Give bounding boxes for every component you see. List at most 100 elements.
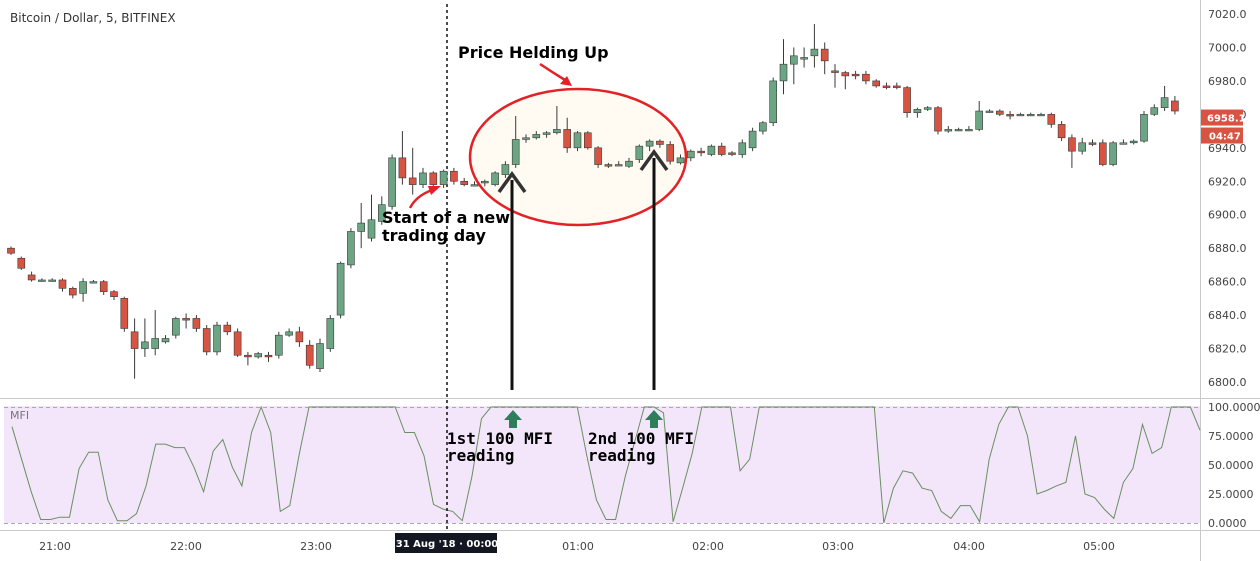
candle-body	[408, 177, 417, 185]
candle	[130, 318, 139, 379]
candle	[254, 351, 262, 359]
candle	[38, 278, 46, 282]
candle	[831, 64, 839, 88]
candle-body	[820, 48, 829, 62]
annotation-arrowhead	[560, 76, 572, 86]
candle	[1119, 139, 1128, 145]
candle-body	[728, 152, 736, 155]
last-price-badge	[1201, 109, 1243, 126]
candle-body	[58, 279, 67, 289]
candle	[965, 126, 973, 132]
candle-body	[872, 80, 881, 87]
candle	[202, 325, 211, 356]
time-tick-label: 31 Aug '18 · 00:00	[396, 539, 499, 550]
price-tick-label: 6880.0	[1208, 242, 1247, 255]
candle-body	[110, 291, 118, 297]
candle	[223, 321, 232, 336]
chart-title: Bitcoin / Dollar, 5, BITFINEX	[10, 11, 176, 25]
mfi-tick-label: 0.0000	[1208, 517, 1247, 530]
candle	[934, 106, 942, 135]
candle	[1109, 141, 1117, 167]
candle	[635, 144, 644, 163]
candle	[501, 161, 510, 178]
countdown-value: 04:47	[1209, 132, 1241, 143]
candle	[1099, 139, 1107, 167]
candle-body	[707, 145, 716, 155]
candle	[923, 106, 932, 112]
candle-body	[244, 354, 252, 358]
mfi-tick-label: 75.0000	[1208, 430, 1254, 443]
candle-body	[676, 157, 685, 164]
candle-body	[388, 157, 396, 207]
candle	[645, 139, 654, 152]
candle	[1150, 104, 1159, 117]
candle	[213, 321, 221, 356]
candle-body	[120, 298, 129, 329]
mfi-tick-label: 50.0000	[1208, 459, 1254, 472]
mfi-pane	[11, 405, 1201, 524]
new-day-arrow	[408, 188, 433, 209]
candle	[666, 141, 675, 165]
candle-body	[738, 142, 747, 155]
candle-body	[583, 132, 592, 149]
candle	[17, 256, 26, 270]
time-tick-label: 05:00	[1083, 540, 1115, 553]
candle	[820, 42, 829, 75]
candle-body	[862, 73, 870, 82]
candle	[769, 77, 778, 127]
candle-body	[17, 257, 26, 269]
candle	[542, 131, 551, 138]
candle-body	[367, 219, 376, 239]
mfi-tick-label: 25.0000	[1208, 488, 1254, 501]
candle-body	[594, 147, 602, 165]
candle-body	[851, 73, 860, 77]
candle	[1047, 112, 1056, 128]
candle	[79, 278, 87, 302]
candle-body	[965, 129, 973, 132]
candle-body	[1109, 142, 1117, 165]
candle-body	[274, 334, 283, 356]
candle-body	[944, 129, 953, 132]
candle-body	[686, 150, 695, 159]
candle	[141, 318, 149, 357]
candle	[450, 167, 458, 185]
candle-body	[491, 172, 499, 185]
candle-body	[470, 184, 479, 187]
candle-body	[759, 122, 767, 132]
mfi-signal-marker	[645, 410, 663, 428]
candle	[408, 147, 417, 195]
candle	[522, 134, 530, 143]
candle-body	[1150, 107, 1159, 115]
candle-body	[717, 145, 726, 155]
candle-body	[1078, 142, 1086, 152]
price-tick-label: 7000.0	[1208, 41, 1247, 54]
price-tick-label: 6940.0	[1208, 142, 1247, 155]
candle	[841, 70, 850, 90]
annotation-price-holding: Price Helding Up	[458, 43, 609, 62]
candle	[347, 228, 355, 269]
candle	[985, 109, 994, 113]
candle	[851, 70, 860, 80]
candle	[1026, 112, 1035, 117]
candle-body	[573, 132, 582, 149]
candle	[1016, 112, 1025, 117]
candle-body	[542, 132, 551, 135]
candle-body	[625, 160, 633, 167]
candle-body	[1006, 114, 1014, 117]
candle	[244, 351, 252, 366]
candle-body	[254, 353, 262, 358]
candle	[1088, 139, 1097, 147]
candle-body	[563, 129, 572, 149]
annotation-mfi-second-reading: reading	[588, 446, 655, 465]
candle	[295, 326, 304, 347]
annotation-mfi-first-reading: reading	[447, 446, 514, 465]
candle-body	[377, 204, 386, 222]
candle	[480, 179, 489, 187]
candle-body	[336, 262, 345, 316]
candle	[69, 286, 77, 299]
candle-body	[192, 318, 201, 329]
candle-body	[1088, 142, 1097, 145]
candle	[728, 151, 736, 157]
candle-body	[450, 170, 458, 182]
